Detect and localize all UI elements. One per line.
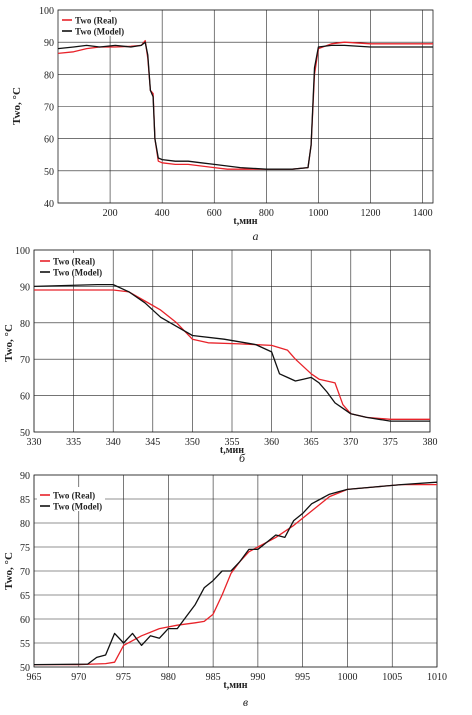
- x-tick-label: 985: [206, 672, 221, 683]
- y-tick-label: 80: [20, 319, 30, 330]
- legend-entry: Two (Real): [75, 16, 117, 26]
- x-tick-label: 200: [103, 208, 118, 219]
- y-tick-label: 50: [44, 167, 54, 178]
- y-tick-label: 100: [15, 246, 30, 257]
- y-tick-label: 70: [44, 103, 54, 114]
- series-line-model: [33, 481, 438, 666]
- x-tick-label: 600: [207, 208, 222, 219]
- y-tick-label: 50: [20, 663, 30, 674]
- y-tick-label: 100: [39, 6, 54, 17]
- x-axis-label: t,мин: [220, 445, 244, 456]
- x-tick-label: 1200: [361, 208, 381, 219]
- legend-background: [37, 253, 105, 277]
- x-tick-label: 995: [295, 672, 310, 683]
- legend-background: [59, 12, 127, 36]
- y-tick-label: 80: [20, 519, 30, 530]
- x-tick-label: 340: [106, 437, 121, 448]
- y-axis-label: Two, °C: [3, 552, 15, 590]
- plot-frame: [33, 249, 431, 433]
- x-tick-label: 380: [423, 437, 438, 448]
- y-tick-label: 90: [20, 282, 30, 293]
- x-tick-label: 350: [185, 437, 200, 448]
- x-tick-label: 1400: [413, 208, 433, 219]
- legend: Two (Real)Two (Model): [37, 487, 105, 512]
- chart-panel-в: 50 55 60 65 70 75 80 85 90 965 970 975 980 985 990 995 1…: [3, 471, 447, 709]
- x-tick-label: 1000: [337, 672, 357, 683]
- x-tick-label: 1005: [382, 672, 402, 683]
- y-tick-label: 55: [20, 639, 30, 650]
- legend: Two (Real)Two (Model): [59, 12, 127, 37]
- y-tick-label: 90: [44, 38, 54, 49]
- legend-background: [37, 487, 105, 511]
- legend-entry: Two (Real): [53, 257, 95, 267]
- y-axis-label: Two, °C: [11, 87, 23, 125]
- series-line-real: [34, 483, 437, 666]
- y-tick-label: 70: [20, 567, 30, 578]
- legend-entry: Two (Model): [53, 502, 102, 512]
- panel-caption: а: [253, 229, 259, 243]
- x-tick-label: 1000: [308, 208, 328, 219]
- y-tick-label: 60: [44, 135, 54, 146]
- panel-caption: в: [243, 695, 248, 709]
- series-line-model: [33, 283, 430, 422]
- series-line-real: [57, 39, 433, 170]
- y-tick-label: 80: [44, 70, 54, 81]
- y-tick-label: 60: [20, 392, 30, 403]
- legend-entry: Two (Model): [53, 268, 102, 278]
- y-tick-label: 85: [20, 495, 30, 506]
- x-tick-label: 800: [259, 208, 274, 219]
- x-axis-label: t,мин: [233, 216, 257, 227]
- y-tick-label: 60: [20, 615, 30, 626]
- y-tick-label: 90: [20, 471, 30, 482]
- x-tick-label: 335: [66, 437, 81, 448]
- y-tick-label: 75: [20, 543, 30, 554]
- series-line-model: [57, 41, 433, 170]
- plot-frame: [33, 474, 438, 668]
- y-axis-label: Two, °C: [3, 324, 15, 362]
- y-tick-label: 70: [20, 355, 30, 366]
- x-tick-label: 970: [71, 672, 86, 683]
- x-tick-label: 330: [27, 437, 42, 448]
- panel-caption: б: [239, 451, 246, 465]
- plot-frame: [57, 9, 434, 204]
- x-axis-label: t,мин: [223, 680, 247, 691]
- x-tick-label: 400: [155, 208, 170, 219]
- x-tick-label: 1010: [427, 672, 447, 683]
- chart-panel-а: 40 50 60 70 80 90 100 200 400 600 800 1000 1200 1400 t…: [11, 6, 434, 243]
- chart-panel-б: 50 60 70 80 90 100 330 335 340 345 350 355 360 365 370…: [3, 246, 438, 465]
- x-tick-label: 355: [225, 437, 240, 448]
- x-tick-label: 360: [264, 437, 279, 448]
- y-tick-label: 40: [44, 199, 54, 210]
- legend-entry: Two (Model): [75, 27, 124, 37]
- x-tick-label: 375: [383, 437, 398, 448]
- legend-entry: Two (Real): [53, 491, 95, 501]
- x-tick-label: 975: [116, 672, 131, 683]
- x-tick-label: 345: [145, 437, 160, 448]
- x-tick-label: 370: [343, 437, 358, 448]
- legend: Two (Real)Two (Model): [37, 253, 105, 278]
- x-tick-label: 965: [27, 672, 42, 683]
- x-tick-label: 365: [304, 437, 319, 448]
- y-tick-label: 65: [20, 591, 30, 602]
- x-tick-label: 990: [250, 672, 265, 683]
- x-tick-label: 980: [161, 672, 176, 683]
- y-tick-label: 50: [20, 428, 30, 439]
